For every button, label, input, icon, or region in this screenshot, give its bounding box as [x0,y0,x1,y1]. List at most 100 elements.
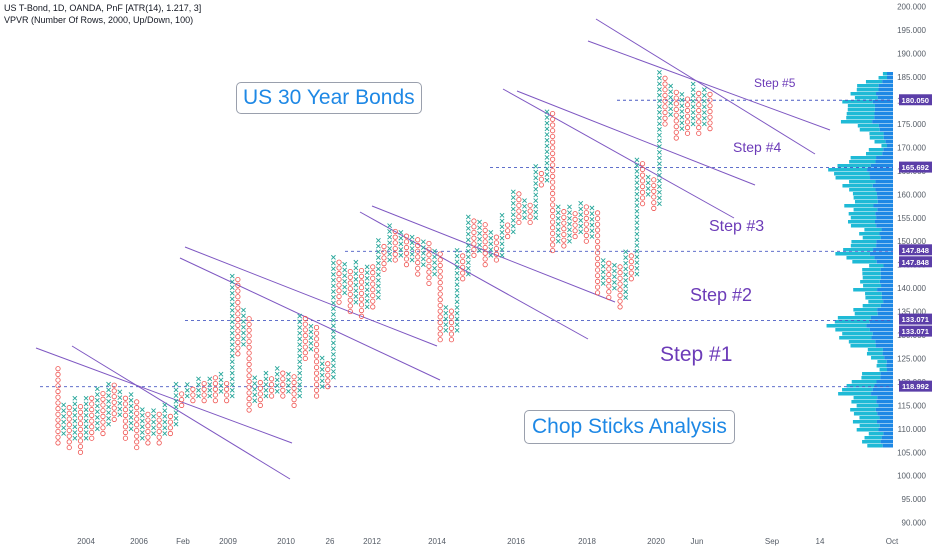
volume-bar-up [843,248,874,252]
volume-bar-up [846,256,875,260]
o-box [370,298,376,304]
volume-bar-down [874,256,893,260]
trend-line [184,246,438,347]
volume-bar-down [887,368,893,372]
x-box [656,149,662,155]
volume-bar-up [859,424,880,428]
volume-bar-up [857,84,879,88]
volume-bar-up [876,364,887,368]
x-box [94,420,100,426]
volume-bar-down [870,316,893,320]
x-box [656,184,662,189]
o-box [370,304,376,310]
volume-bar-up [847,108,875,112]
x-box [589,216,595,222]
o-box [471,224,477,230]
o-box [572,216,578,222]
x-box [229,393,235,399]
x-box [72,435,78,441]
o-column [583,204,589,244]
o-box [336,276,342,282]
price-badge-label: 147.848 [902,246,929,255]
o-box [561,226,567,232]
o-box [358,290,365,297]
o-box [550,236,556,242]
o-column [347,269,353,315]
x-box [128,392,134,397]
x-box [522,215,527,221]
o-box [246,316,252,322]
x-box [420,250,426,256]
volume-bar-up [862,268,881,272]
x-box [612,279,617,285]
volume-bar-down [887,76,893,80]
x-box [488,241,494,247]
x-box [297,347,303,353]
x-column [252,375,258,404]
time-tick-label: Feb [176,537,190,546]
volume-bar-down [869,172,893,176]
x-box [634,203,640,208]
x-box [544,137,550,143]
o-column [257,379,263,408]
o-box [415,254,421,260]
o-box [246,356,252,362]
o-box [651,200,657,206]
volume-bar-down [876,344,893,348]
o-box [313,393,320,399]
o-column [381,243,387,272]
o-box [639,183,646,190]
o-box [673,89,679,95]
volume-bar-down [872,388,893,392]
volume-bar-down [883,432,893,436]
o-box [415,265,421,271]
trend-line [359,211,589,340]
x-box [555,221,561,227]
o-box [437,291,443,297]
o-box [662,104,668,110]
volume-bar-up [853,308,878,312]
o-box [471,241,477,247]
volume-bar-up [862,236,881,240]
x-box [432,265,438,271]
o-box [122,424,129,430]
x-box [375,249,381,255]
x-box [364,304,370,310]
time-tick-label: 26 [326,537,335,546]
volume-bar-down [880,236,893,240]
x-box [589,205,595,211]
o-box [639,201,646,207]
o-box [493,257,500,263]
o-box [370,264,376,270]
o-column [246,316,252,413]
x-column [578,200,584,235]
x-box [297,376,303,382]
x-box [139,424,145,430]
o-column [684,96,691,136]
x-box [162,402,168,408]
x-box [308,346,314,352]
o-box [55,383,61,389]
volume-bar-down [882,152,893,156]
volume-bar-down [879,416,893,420]
o-box [471,229,477,236]
o-box [111,399,117,405]
volume-bar-up [835,176,871,180]
time-axis: 2004 2006 Feb 2009 2010 26 2012 2014 2016 2018 202… [77,537,899,546]
o-box [235,328,241,334]
o-column [527,202,533,226]
x-box [544,149,550,155]
x-box [364,281,370,287]
price-tick-label: 150.000 [897,237,926,246]
x-box [241,341,246,347]
volume-bar-up [853,288,878,292]
x-box [241,336,246,342]
volume-bar-up [837,316,871,320]
o-box [572,211,578,217]
o-box [134,410,140,416]
x-box [510,200,516,206]
o-box [347,286,353,292]
x-box [510,206,516,212]
volume-bar-down [883,300,893,304]
